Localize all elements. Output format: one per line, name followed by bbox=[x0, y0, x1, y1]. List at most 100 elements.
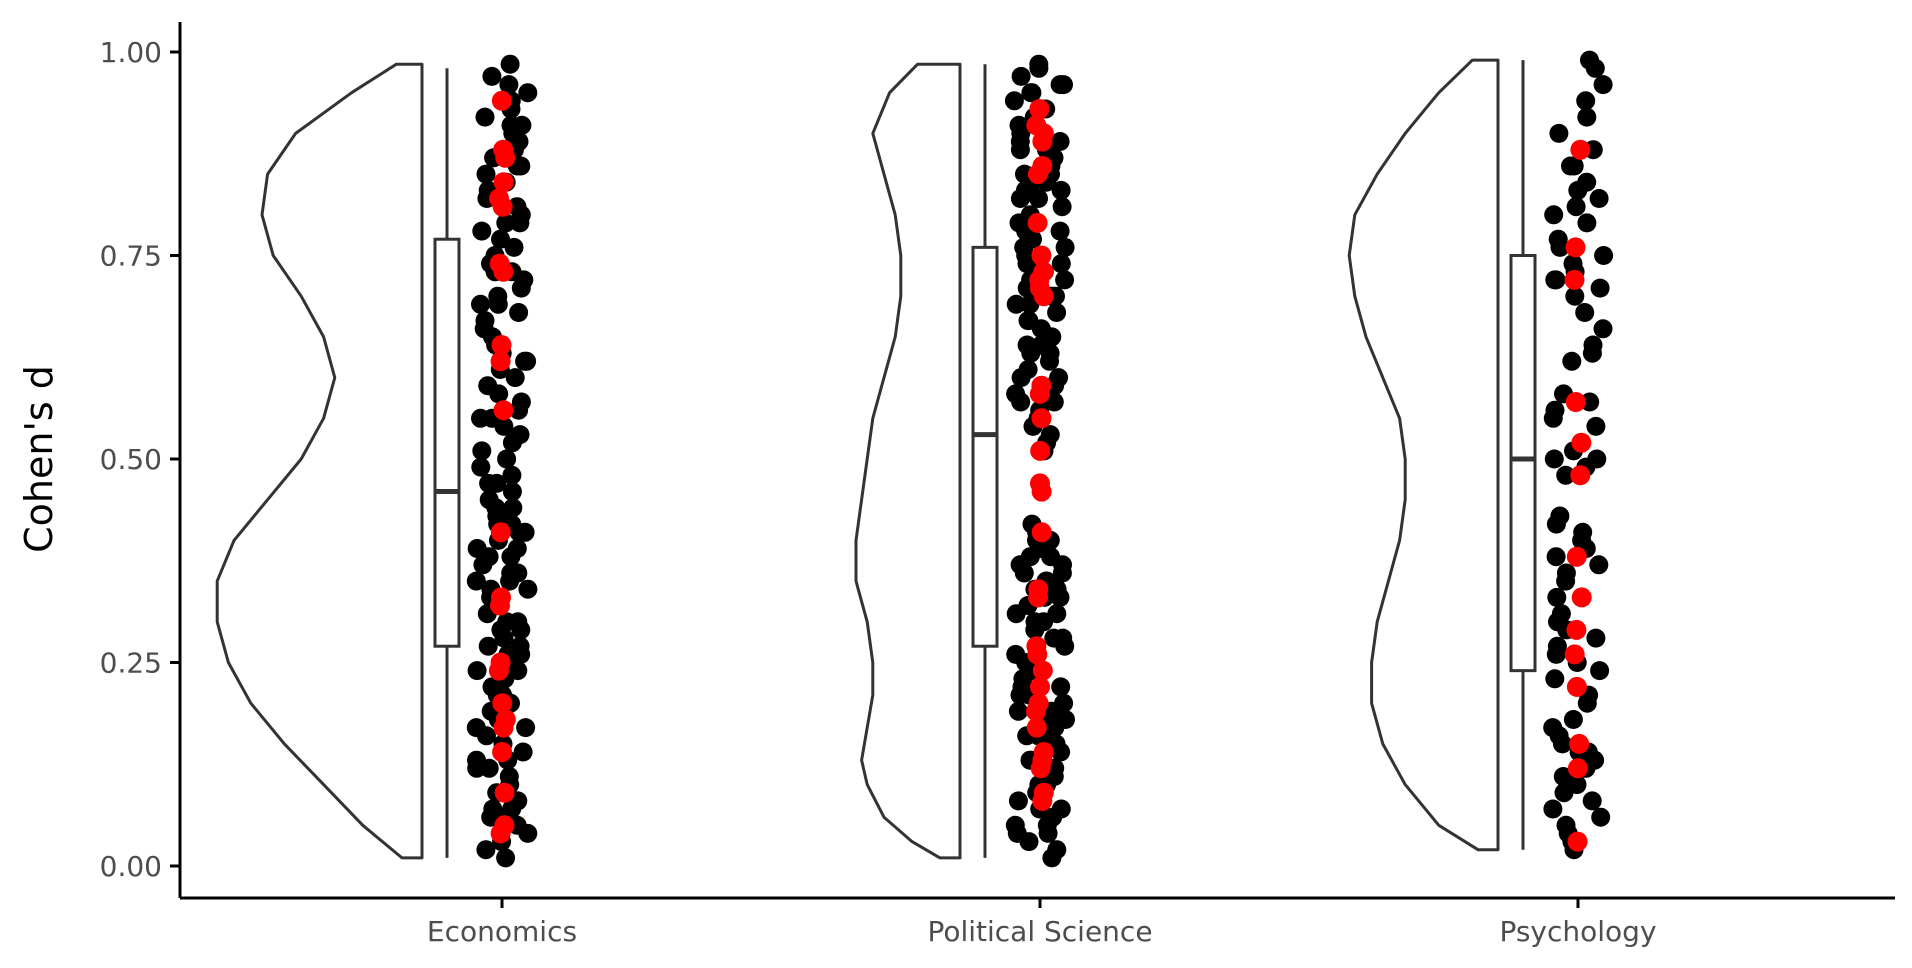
data-point bbox=[1591, 808, 1610, 827]
x-tick-label: Psychology bbox=[1499, 915, 1656, 948]
data-point bbox=[502, 116, 521, 135]
highlighted-point bbox=[1028, 164, 1048, 184]
data-point bbox=[1547, 270, 1566, 289]
highlighted-point bbox=[1568, 758, 1588, 778]
highlighted-point bbox=[1028, 587, 1048, 607]
y-tick-label: 1.00 bbox=[100, 36, 162, 69]
data-point bbox=[1589, 555, 1608, 574]
y-axis: 0.000.250.500.751.00 bbox=[100, 22, 180, 898]
highlighted-point bbox=[1565, 644, 1585, 664]
plot-area bbox=[217, 51, 1613, 868]
y-tick-label: 0.50 bbox=[100, 443, 162, 476]
data-point bbox=[471, 458, 490, 477]
data-point bbox=[518, 83, 537, 102]
data-point bbox=[1590, 661, 1609, 680]
data-point bbox=[1038, 816, 1057, 835]
data-point bbox=[1544, 205, 1563, 224]
data-point bbox=[1011, 393, 1030, 412]
data-point bbox=[1594, 319, 1613, 338]
data-point bbox=[1590, 189, 1609, 208]
highlighted-point bbox=[492, 91, 512, 111]
data-point bbox=[1577, 108, 1596, 127]
data-point bbox=[476, 108, 495, 127]
highlighted-point bbox=[494, 718, 514, 738]
data-point bbox=[1011, 686, 1030, 705]
data-point bbox=[1545, 669, 1564, 688]
highlighted-point bbox=[1571, 433, 1591, 453]
data-point bbox=[508, 661, 527, 680]
data-point bbox=[479, 637, 498, 656]
data-point bbox=[1583, 791, 1602, 810]
data-point bbox=[1549, 124, 1568, 143]
data-point bbox=[1019, 311, 1038, 330]
data-point bbox=[1553, 734, 1572, 753]
data-point bbox=[1576, 91, 1595, 110]
data-point bbox=[1583, 344, 1602, 363]
data-point bbox=[503, 433, 522, 452]
group-psychology bbox=[1349, 51, 1613, 860]
data-point bbox=[1547, 588, 1566, 607]
highlighted-point bbox=[1572, 587, 1592, 607]
data-point bbox=[1009, 791, 1028, 810]
data-point bbox=[515, 352, 534, 371]
data-point bbox=[467, 718, 486, 737]
highlighted-point bbox=[1032, 132, 1052, 152]
data-point bbox=[1577, 213, 1596, 232]
data-point bbox=[1054, 75, 1073, 94]
data-point bbox=[1012, 67, 1031, 86]
highlighted-point bbox=[491, 823, 511, 843]
data-point bbox=[497, 450, 516, 469]
data-point bbox=[476, 840, 495, 859]
data-point bbox=[1578, 694, 1597, 713]
data-point bbox=[1056, 238, 1075, 257]
data-point bbox=[501, 55, 520, 74]
highlighted-point bbox=[1032, 482, 1052, 502]
data-point bbox=[503, 498, 522, 517]
data-point bbox=[1567, 197, 1586, 216]
data-point bbox=[1594, 75, 1613, 94]
data-point bbox=[1591, 279, 1610, 298]
data-point bbox=[1586, 417, 1605, 436]
data-point bbox=[1009, 702, 1028, 721]
highlighted-point bbox=[489, 661, 509, 681]
highlighted-point bbox=[493, 197, 513, 217]
data-point bbox=[1543, 800, 1562, 819]
data-point bbox=[505, 238, 524, 257]
highlighted-point bbox=[495, 783, 515, 803]
data-point bbox=[1547, 547, 1566, 566]
violin-shape bbox=[856, 64, 960, 858]
highlighted-point bbox=[1567, 677, 1587, 697]
highlighted-point bbox=[1566, 620, 1586, 640]
data-point bbox=[512, 279, 531, 298]
data-point bbox=[496, 213, 515, 232]
highlighted-point bbox=[1566, 237, 1586, 257]
highlighted-point bbox=[1565, 270, 1585, 290]
data-point bbox=[482, 67, 501, 86]
data-point bbox=[1547, 645, 1566, 664]
data-point bbox=[503, 482, 522, 501]
box-iqr bbox=[435, 239, 459, 646]
data-point bbox=[1029, 189, 1048, 208]
highlighted-point bbox=[1030, 384, 1050, 404]
data-point bbox=[472, 222, 491, 241]
data-point bbox=[1568, 181, 1587, 200]
data-point bbox=[1544, 409, 1563, 428]
highlighted-point bbox=[1569, 734, 1589, 754]
highlighted-point bbox=[1570, 465, 1590, 485]
x-tick-label: Political Science bbox=[927, 915, 1152, 948]
violin-shape bbox=[217, 64, 422, 858]
y-tick-label: 0.00 bbox=[100, 850, 162, 883]
y-tick-label: 0.25 bbox=[100, 647, 162, 680]
violin-shape bbox=[1349, 60, 1498, 850]
highlighted-point bbox=[490, 596, 510, 616]
data-point bbox=[1545, 450, 1564, 469]
highlighted-point bbox=[492, 742, 512, 762]
y-ticks: 0.000.250.500.751.00 bbox=[100, 36, 180, 883]
highlighted-point bbox=[494, 400, 514, 420]
data-point bbox=[1007, 604, 1026, 623]
data-point bbox=[518, 580, 537, 599]
data-point bbox=[1555, 783, 1574, 802]
data-point bbox=[480, 759, 499, 778]
data-point bbox=[1034, 612, 1053, 631]
